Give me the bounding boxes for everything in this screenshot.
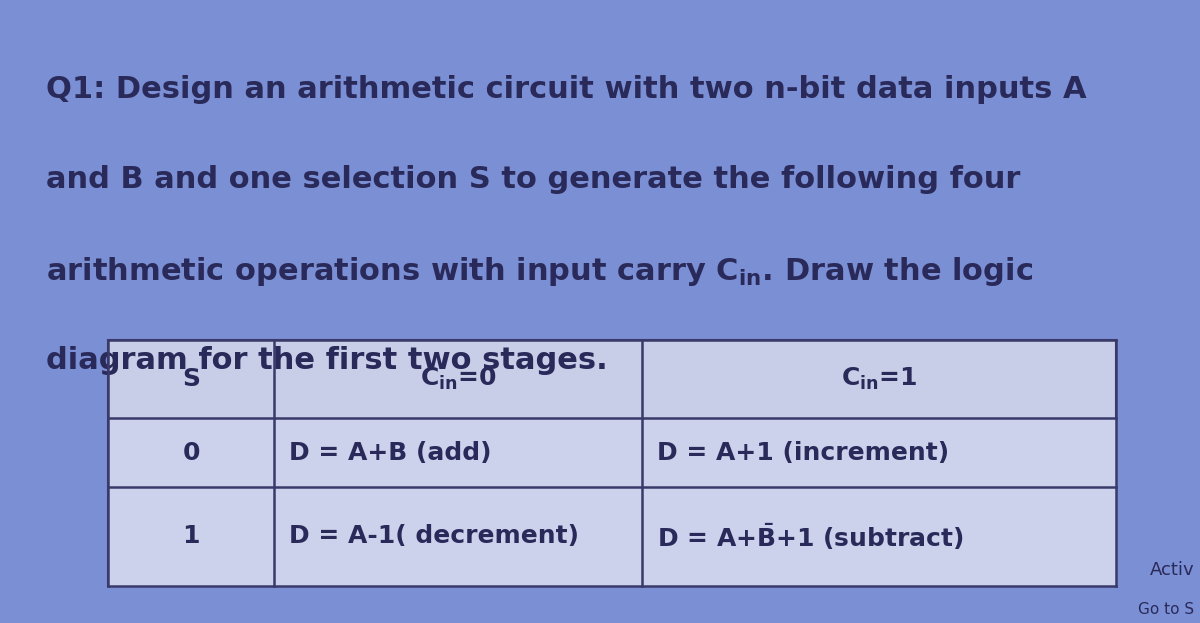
Text: Q1: Design an arithmetic circuit with two n-bit data inputs A: Q1: Design an arithmetic circuit with tw… bbox=[46, 75, 1086, 104]
Text: arithmetic operations with input carry C$_{\mathbf{in}}$. Draw the logic: arithmetic operations with input carry C… bbox=[46, 255, 1033, 288]
Text: and B and one selection S to generate the following four: and B and one selection S to generate th… bbox=[46, 165, 1020, 194]
Text: D = A+1 (increment): D = A+1 (increment) bbox=[656, 440, 949, 465]
Text: D = A+B (add): D = A+B (add) bbox=[289, 440, 491, 465]
Text: 0: 0 bbox=[182, 440, 200, 465]
Text: D = A-1( decrement): D = A-1( decrement) bbox=[289, 525, 578, 548]
Text: C$_{\mathbf{in}}$=1: C$_{\mathbf{in}}$=1 bbox=[841, 366, 917, 392]
Text: S: S bbox=[182, 367, 200, 391]
Text: 1: 1 bbox=[182, 525, 200, 548]
Text: Go to S: Go to S bbox=[1138, 602, 1194, 617]
Text: Activ: Activ bbox=[1150, 561, 1194, 579]
Bar bbox=[108, 418, 1116, 487]
Text: diagram for the first two stages.: diagram for the first two stages. bbox=[46, 346, 607, 375]
Bar bbox=[108, 487, 1116, 586]
Bar bbox=[108, 340, 1116, 586]
Text: C$_{\mathbf{in}}$=0: C$_{\mathbf{in}}$=0 bbox=[420, 366, 497, 392]
Text: D = A+$\mathbf{\bar{B}}$+1 (subtract): D = A+$\mathbf{\bar{B}}$+1 (subtract) bbox=[656, 521, 964, 551]
